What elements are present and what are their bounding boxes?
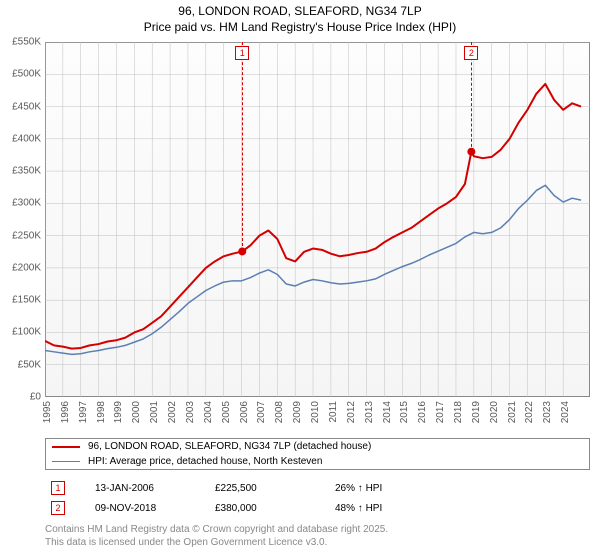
x-tick-label: 1998 — [96, 401, 107, 423]
y-tick-label: £100K — [12, 327, 41, 338]
y-tick-label: £200K — [12, 262, 41, 273]
x-tick-label: 2023 — [542, 401, 553, 423]
x-tick-label: 2024 — [560, 401, 571, 423]
legend-label: HPI: Average price, detached house, Nort… — [88, 456, 322, 467]
legend-label: 96, LONDON ROAD, SLEAFORD, NG34 7LP (det… — [88, 441, 371, 452]
legend-row: HPI: Average price, detached house, Nort… — [46, 454, 589, 469]
x-tick-label: 2018 — [453, 401, 464, 423]
y-tick-label: £250K — [12, 230, 41, 241]
x-axis-ticks: 1995 1996 1997 1998 1999 2000 2001 2002 2003 2004… — [45, 397, 590, 437]
x-tick-label: 2000 — [131, 401, 142, 423]
x-tick-label: 2009 — [292, 401, 303, 423]
y-tick-label: £0 — [30, 392, 41, 403]
x-tick-label: 2012 — [346, 401, 357, 423]
x-tick-label: 1999 — [113, 401, 124, 423]
x-tick-label: 2008 — [274, 401, 285, 423]
x-tick-label: 2002 — [167, 401, 178, 423]
y-tick-label: £350K — [12, 166, 41, 177]
y-tick-label: £550K — [12, 37, 41, 48]
y-tick-label: £450K — [12, 101, 41, 112]
x-tick-label: 2003 — [185, 401, 196, 423]
x-tick-label: 2013 — [364, 401, 375, 423]
x-tick-label: 2006 — [239, 401, 250, 423]
y-tick-label: £150K — [12, 295, 41, 306]
x-tick-label: 2010 — [310, 401, 321, 423]
marker-price: £380,000 — [215, 503, 305, 514]
legend-row: 96, LONDON ROAD, SLEAFORD, NG34 7LP (det… — [46, 439, 589, 454]
marker-date: 09-NOV-2018 — [95, 503, 185, 514]
marker-table-badge: 2 — [51, 501, 65, 515]
chart-container: 96, LONDON ROAD, SLEAFORD, NG34 7LP Pric… — [0, 0, 600, 560]
x-tick-label: 2016 — [417, 401, 428, 423]
x-tick-label: 2001 — [149, 401, 160, 423]
marker-pct: 26% ↑ HPI — [335, 483, 425, 494]
y-tick-label: £400K — [12, 133, 41, 144]
y-tick-label: £300K — [12, 198, 41, 209]
legend: 96, LONDON ROAD, SLEAFORD, NG34 7LP (det… — [45, 438, 590, 470]
marker-badge: 1 — [235, 46, 249, 60]
y-tick-label: £50K — [18, 359, 41, 370]
legend-swatch — [52, 461, 80, 462]
marker-table-row: 2 09-NOV-2018 £380,000 48% ↑ HPI — [45, 498, 590, 518]
footer: Contains HM Land Registry data © Crown c… — [45, 524, 388, 549]
x-tick-label: 2015 — [399, 401, 410, 423]
plot-svg — [45, 42, 590, 397]
x-tick-label: 2004 — [203, 401, 214, 423]
footer-line1: Contains HM Land Registry data © Crown c… — [45, 524, 388, 537]
marker-table-badge: 1 — [51, 481, 65, 495]
title-line1: 96, LONDON ROAD, SLEAFORD, NG34 7LP — [0, 4, 600, 20]
legend-swatch — [52, 446, 80, 448]
x-tick-label: 1996 — [60, 401, 71, 423]
x-tick-label: 2011 — [328, 401, 339, 423]
x-tick-label: 1995 — [42, 401, 53, 423]
x-tick-label: 2014 — [382, 401, 393, 423]
x-tick-label: 2021 — [507, 401, 518, 423]
marker-pct: 48% ↑ HPI — [335, 503, 425, 514]
marker-line — [242, 42, 243, 251]
y-tick-label: £500K — [12, 69, 41, 80]
x-tick-label: 2017 — [435, 401, 446, 423]
y-axis-ticks: £0£50K£100K£150K£200K£250K£300K£350K£400… — [0, 42, 43, 397]
marker-date: 13-JAN-2006 — [95, 483, 185, 494]
x-tick-label: 2005 — [221, 401, 232, 423]
x-tick-label: 1997 — [78, 401, 89, 423]
title-block: 96, LONDON ROAD, SLEAFORD, NG34 7LP Pric… — [0, 0, 600, 35]
marker-badge: 2 — [464, 46, 478, 60]
title-line2: Price paid vs. HM Land Registry's House … — [0, 20, 600, 36]
footer-line2: This data is licensed under the Open Gov… — [45, 537, 388, 550]
x-tick-label: 2007 — [256, 401, 267, 423]
x-tick-label: 2020 — [489, 401, 500, 423]
plot-area: 12 — [45, 42, 590, 397]
x-tick-label: 2019 — [471, 401, 482, 423]
x-tick-label: 2022 — [524, 401, 535, 423]
marker-table-row: 1 13-JAN-2006 £225,500 26% ↑ HPI — [45, 478, 590, 498]
marker-table: 1 13-JAN-2006 £225,500 26% ↑ HPI 2 09-NOV-201… — [45, 478, 590, 518]
marker-price: £225,500 — [215, 483, 305, 494]
